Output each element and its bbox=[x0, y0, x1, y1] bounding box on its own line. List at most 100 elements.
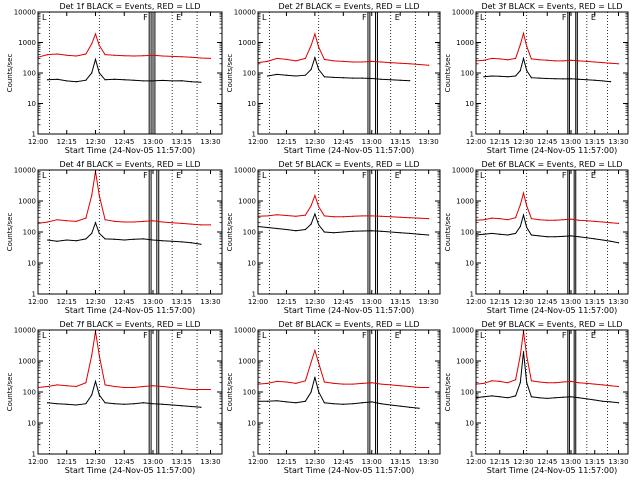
events-data-point bbox=[161, 240, 164, 242]
x-tick-label: 12:15 bbox=[490, 298, 510, 306]
y-tick-label: 10 bbox=[27, 420, 36, 428]
lld-data-point bbox=[399, 62, 401, 64]
x-tick-label: 13:30 bbox=[200, 458, 220, 466]
events-data-point bbox=[526, 382, 528, 384]
lld-data-point bbox=[562, 219, 564, 221]
lld-data-point bbox=[428, 64, 430, 66]
y-axis-label: Counts/sec bbox=[226, 373, 234, 412]
events-data-point bbox=[562, 396, 564, 398]
events-data-point bbox=[602, 80, 604, 82]
marker-letter: F bbox=[362, 331, 367, 340]
events-data-point bbox=[91, 72, 93, 74]
lld-data-point bbox=[380, 383, 382, 385]
events-data-point bbox=[318, 391, 320, 393]
panel-title: Det 5f BLACK = Events, RED = LLD bbox=[278, 160, 419, 169]
events-data-point bbox=[310, 223, 312, 225]
lld-data-point bbox=[514, 57, 517, 60]
x-tick-label: 12:00 bbox=[248, 298, 268, 306]
events-data-point bbox=[114, 238, 116, 240]
events-data-point bbox=[190, 242, 192, 244]
x-tick-label: 13:30 bbox=[200, 138, 220, 146]
events-data-point bbox=[75, 240, 77, 242]
lld-data-point bbox=[94, 33, 97, 35]
events-data-point bbox=[266, 400, 269, 402]
panel-title: Det 1f BLACK = Events, RED = LLD bbox=[59, 2, 200, 11]
lld-data-point bbox=[190, 223, 192, 225]
lld-data-point bbox=[538, 59, 540, 61]
events-data-point bbox=[85, 79, 87, 81]
x-tick-label: 12:00 bbox=[466, 458, 486, 466]
y-axis-label: Counts/sec bbox=[226, 213, 234, 252]
y-tick-label: 1000 bbox=[18, 358, 36, 366]
lld-data-point bbox=[133, 221, 135, 223]
events-data-point bbox=[276, 73, 278, 75]
events-data-point bbox=[562, 235, 564, 238]
lld-data-point bbox=[371, 60, 373, 63]
panel-det-7: Det 7f BLACK = Events, RED = LLD L F E 1 10 10… bbox=[6, 320, 223, 475]
lld-data-point bbox=[98, 44, 100, 47]
events-data-point bbox=[46, 402, 49, 404]
lld-data-point bbox=[123, 55, 125, 57]
y-tick-label: 100 bbox=[23, 389, 36, 397]
events-data-point bbox=[114, 78, 116, 80]
events-data-point bbox=[409, 232, 411, 235]
x-tick-label: 12:45 bbox=[537, 458, 557, 466]
lld-series-line bbox=[475, 191, 619, 224]
events-data-point bbox=[409, 406, 411, 408]
lld-data-point bbox=[602, 61, 604, 64]
events-data-point bbox=[276, 400, 278, 402]
events-data-point bbox=[602, 400, 604, 402]
events-data-point bbox=[594, 79, 596, 81]
lld-data-point bbox=[209, 388, 212, 391]
events-data-point bbox=[390, 79, 392, 81]
events-data-point bbox=[371, 77, 373, 80]
events-data-point bbox=[352, 77, 354, 79]
events-data-point bbox=[519, 225, 521, 228]
events-data-point bbox=[390, 404, 392, 406]
events-data-point bbox=[499, 233, 501, 235]
marker-letter: F bbox=[143, 13, 148, 22]
events-data-point bbox=[570, 396, 572, 398]
lld-data-point bbox=[594, 220, 596, 222]
lld-series-line bbox=[257, 348, 429, 388]
events-data-point bbox=[276, 227, 278, 230]
events-data-point bbox=[104, 402, 106, 404]
x-tick-label: 13:15 bbox=[172, 298, 192, 306]
y-tick-label: 1 bbox=[32, 131, 36, 139]
y-axis-label: Counts/sec bbox=[6, 373, 14, 412]
events-data-point bbox=[85, 238, 87, 240]
events-data-point bbox=[530, 234, 533, 236]
lld-data-point bbox=[114, 54, 116, 56]
lld-data-point bbox=[491, 217, 493, 219]
panel-title: Det 8f BLACK = Events, RED = LLD bbox=[278, 320, 419, 329]
events-data-point bbox=[98, 72, 100, 74]
lld-data-point bbox=[609, 222, 612, 224]
y-tick-label: 10 bbox=[465, 260, 474, 268]
events-data-point bbox=[342, 231, 344, 233]
events-data-point bbox=[285, 401, 288, 403]
lld-data-point bbox=[507, 59, 509, 61]
lld-data-point bbox=[323, 381, 325, 383]
lld-data-point bbox=[133, 386, 135, 389]
lld-data-point bbox=[310, 205, 312, 207]
events-data-point bbox=[285, 228, 288, 231]
y-tick-label: 10 bbox=[27, 260, 36, 268]
events-data-point bbox=[91, 394, 93, 396]
y-tick-label: 1000 bbox=[238, 198, 256, 206]
events-data-point bbox=[142, 402, 145, 404]
events-data-point bbox=[318, 68, 320, 71]
events-series-line bbox=[475, 351, 619, 404]
lld-data-point bbox=[75, 55, 77, 57]
x-tick-label: 13:15 bbox=[172, 458, 192, 466]
lld-data-point bbox=[314, 349, 316, 351]
lld-data-point bbox=[171, 386, 173, 389]
lld-data-point bbox=[295, 60, 297, 62]
y-tick-label: 1 bbox=[32, 291, 36, 299]
lld-data-point bbox=[142, 55, 145, 57]
y-tick-label: 1 bbox=[470, 451, 474, 459]
y-tick-label: 1000 bbox=[238, 358, 256, 366]
plot-frame bbox=[37, 329, 223, 455]
y-tick-label: 1000 bbox=[238, 39, 256, 47]
events-data-point bbox=[380, 403, 382, 405]
events-data-point bbox=[602, 239, 604, 241]
